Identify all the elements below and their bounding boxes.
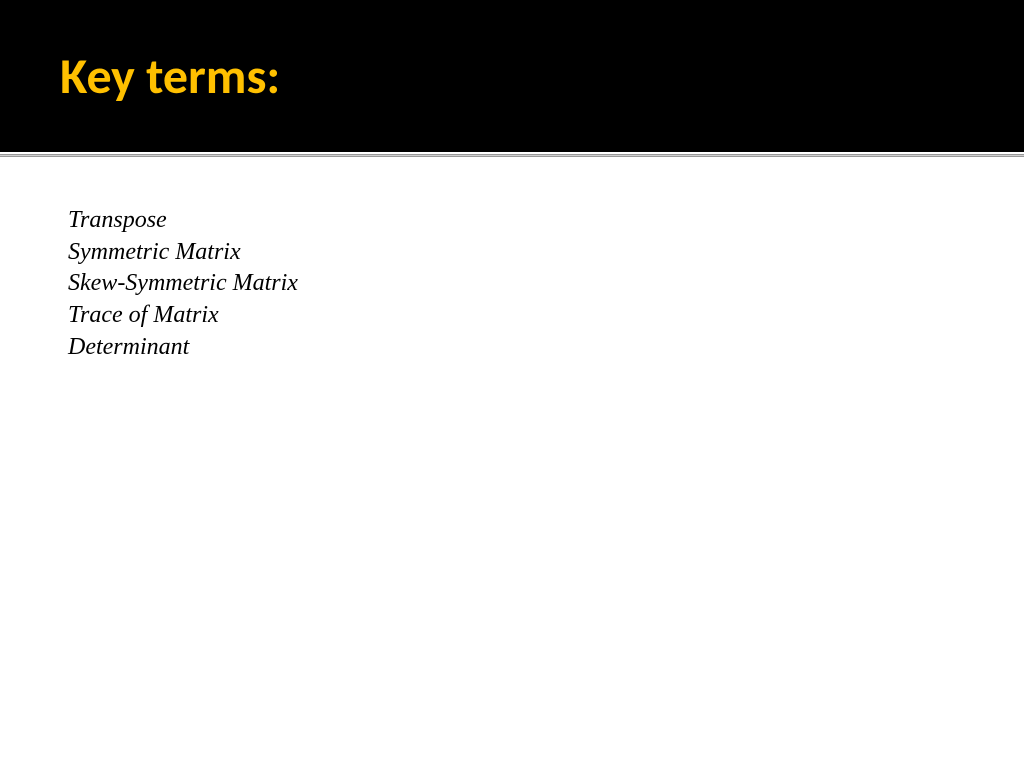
term-item: Transpose xyxy=(68,205,1024,237)
slide-title: Key terms: xyxy=(60,46,280,107)
term-item: Symmetric Matrix xyxy=(68,237,1024,269)
slide-content: Transpose Symmetric Matrix Skew-Symmetri… xyxy=(0,157,1024,363)
term-item: Trace of Matrix xyxy=(68,300,1024,332)
slide-header: Key terms: xyxy=(0,0,1024,152)
term-list: Transpose Symmetric Matrix Skew-Symmetri… xyxy=(68,205,1024,363)
term-item: Determinant xyxy=(68,332,1024,364)
term-item: Skew-Symmetric Matrix xyxy=(68,268,1024,300)
